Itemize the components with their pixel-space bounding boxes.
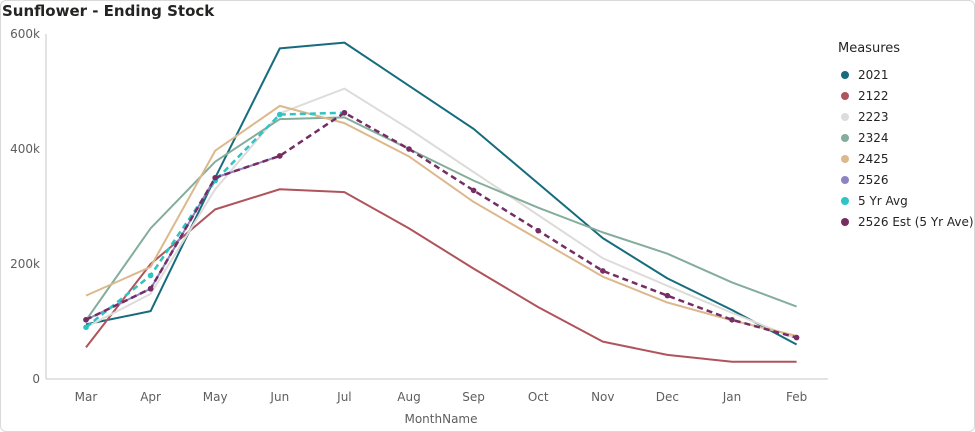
legend-label: 2021 — [858, 68, 889, 82]
series-line-2425[interactable] — [85, 104, 797, 337]
legend-marker — [841, 155, 849, 163]
legend-marker — [841, 71, 849, 79]
legend-item[interactable]: 2122 — [841, 89, 889, 103]
data-point[interactable] — [212, 174, 218, 181]
legend-label: 2223 — [858, 110, 889, 124]
legend-item[interactable]: 2021 — [841, 68, 889, 82]
x-tick-label: Jan — [722, 390, 742, 404]
x-tick-label: Mar — [75, 390, 98, 404]
series-lines — [83, 41, 800, 363]
data-point[interactable] — [470, 187, 477, 194]
legend-label: 2324 — [858, 131, 889, 145]
x-tick-label: Dec — [656, 390, 679, 404]
data-point[interactable] — [793, 334, 800, 341]
series-line-5-yr-avg[interactable] — [85, 111, 345, 329]
data-point[interactable] — [147, 272, 154, 279]
data-point[interactable] — [535, 227, 541, 234]
x-tick-label: Sep — [462, 390, 485, 404]
series-line-2021[interactable] — [85, 41, 798, 346]
legend-marker — [841, 134, 849, 142]
legend-marker — [841, 92, 849, 100]
legend-label: 2122 — [858, 89, 889, 103]
series-line-2223[interactable] — [85, 87, 797, 340]
data-point[interactable] — [341, 109, 348, 116]
data-point[interactable] — [83, 324, 89, 331]
data-point[interactable] — [406, 146, 412, 152]
y-tick-label: 0 — [32, 372, 40, 386]
legend-item[interactable]: 2324 — [841, 131, 889, 145]
legend-marker — [841, 176, 849, 184]
x-tick-label: May — [203, 390, 228, 404]
legend[interactable]: Measures 2021 2122 2223 2324 2425 2526 5 Yr Avg… — [838, 41, 974, 229]
legend-label: 2425 — [858, 152, 889, 166]
data-point[interactable] — [729, 316, 735, 323]
x-tick-label: Feb — [786, 390, 807, 404]
legend-label: 5 Yr Avg — [858, 194, 908, 208]
legend-label: 2526 Est (5 Yr Ave) — [858, 215, 974, 229]
x-tick-label: Oct — [528, 390, 549, 404]
data-point[interactable] — [664, 292, 671, 299]
legend-marker — [841, 197, 849, 205]
data-point[interactable] — [600, 268, 606, 274]
legend-label: 2526 — [858, 173, 889, 187]
legend-item[interactable]: 5 Yr Avg — [841, 194, 908, 208]
y-tick-label: 600k — [10, 27, 40, 41]
data-point[interactable] — [83, 316, 89, 323]
x-tick-label: Jun — [269, 390, 289, 404]
data-point[interactable] — [277, 111, 283, 118]
legend-marker — [841, 218, 849, 226]
legend-item[interactable]: 2526 — [841, 173, 889, 187]
series-line-2324[interactable] — [85, 116, 797, 321]
x-tick-label: Nov — [591, 390, 614, 404]
y-tick-label: 400k — [10, 142, 40, 156]
x-tick-label: Jul — [336, 390, 351, 404]
x-tick-label: Aug — [397, 390, 420, 404]
axes: 0 200k 400k 600k Mar Apr May Jun Jul Aug Sep Oct Nov… — [10, 27, 828, 426]
data-point[interactable] — [147, 285, 154, 292]
series-line-2122[interactable] — [85, 188, 797, 363]
legend-item[interactable]: 2526 Est (5 Yr Ave) — [841, 215, 974, 229]
x-tick-label: Apr — [140, 390, 161, 404]
y-tick-label: 200k — [10, 257, 40, 271]
data-point[interactable] — [277, 153, 283, 159]
x-axis-title: MonthName — [404, 412, 477, 426]
legend-item[interactable]: 2223 — [841, 110, 889, 124]
legend-item[interactable]: 2425 — [841, 152, 889, 166]
legend-marker — [841, 113, 849, 121]
chart-title: Sunflower - Ending Stock — [2, 2, 215, 20]
legend-title: Measures — [838, 41, 900, 56]
